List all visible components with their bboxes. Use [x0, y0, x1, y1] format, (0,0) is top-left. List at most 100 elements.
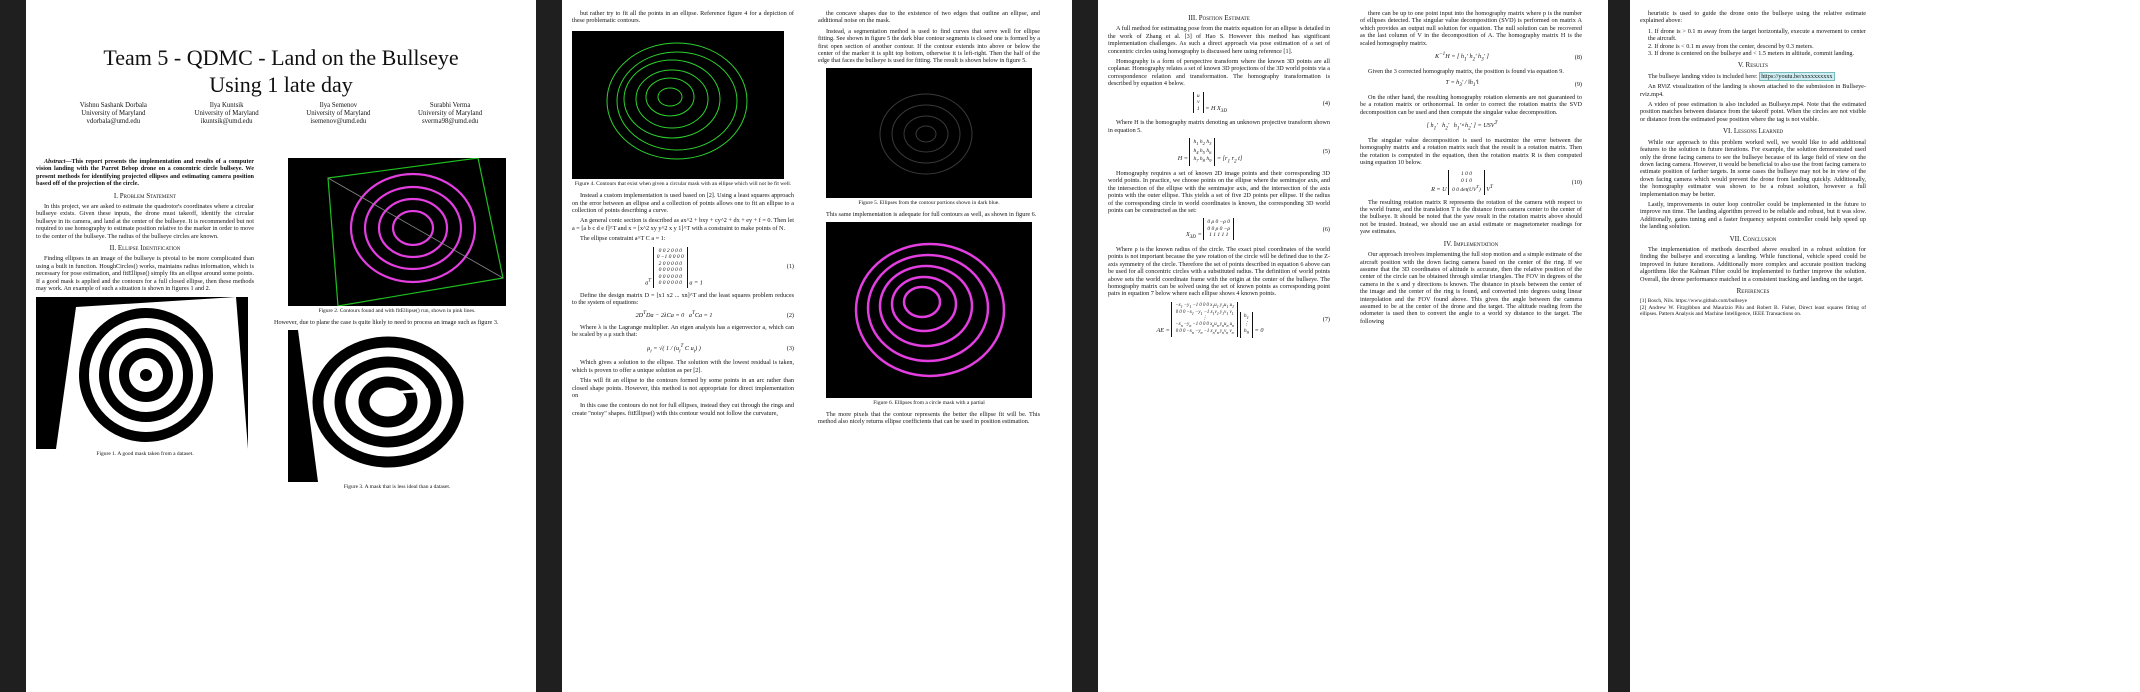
equation-number: (1)	[786, 263, 794, 271]
page-2-left-column: but rather try to fit all the points in …	[572, 10, 794, 420]
author-email: ikuntsik@umd.edu	[200, 118, 253, 125]
paragraph: Homography is a form of perspective tran…	[1108, 58, 1330, 88]
page-4: heuristic is used to guide the drone ont…	[1630, 0, 2140, 692]
figure-6-ellipse-image	[826, 221, 1032, 398]
section-heading: IV. Implementation	[1443, 239, 1499, 248]
equation-7: AE = −x1 −y1 −1 0 0 0 x1u1 y1u1 u1 0 0 0 …	[1108, 301, 1330, 338]
abstract: Abstract—This report presents the implem…	[36, 158, 254, 188]
paragraph: On the other hand, the resulting homogra…	[1360, 93, 1582, 116]
author-list: Vishnu Sashank Dorbala University of Mary…	[56, 102, 506, 126]
equation-number: (2)	[786, 311, 794, 319]
paragraph: there can be up to one point input into …	[1360, 10, 1582, 47]
equation-8: K−1H = [ h1' h2' h3' ] (8)	[1435, 51, 1582, 63]
paragraph: Which gives a solution to the ellipse. T…	[572, 359, 794, 374]
paragraph: Instead a custom implementation is used …	[572, 192, 794, 215]
paragraph: The singular value decomposition is used…	[1360, 136, 1582, 166]
paragraph: The ellipse constraint a^T C a = 1:	[580, 235, 666, 243]
figure-4-contour-image	[572, 30, 784, 179]
paragraph: The bullseye landing video is included h…	[1640, 71, 1866, 81]
page-1: Team 5 - QDMC - Land on the Bullseye Usi…	[26, 0, 536, 692]
paragraph: A video of pose estimation is also inclu…	[1640, 101, 1866, 123]
title-line-2: Using 1 late day	[209, 72, 353, 97]
equation-9: T = h3' / ‖h1'‖ (9)	[1445, 79, 1582, 89]
figure-4-caption: Figure 4. Contours that exist when given…	[574, 180, 792, 187]
paragraph: This will fit an ellipse to the contours…	[572, 377, 794, 400]
section-heading: V. Results	[1737, 61, 1769, 70]
figure-1-caption: Figure 1. A good mask taken from a datas…	[96, 450, 194, 457]
reference-list: [1] Bosch, Nils. https://www.github.com/…	[1640, 298, 1866, 317]
page-1-left-column: Abstract—This report presents the implem…	[36, 158, 254, 462]
equation-number: (6)	[1322, 226, 1330, 234]
section-heading: II. Ellipse Identification	[109, 244, 181, 253]
paragraph: Lastly, improvements in outer loop contr…	[1640, 200, 1866, 231]
equation-svd: [ h1' h2' h1'×h2' ] = USVT	[1426, 120, 1498, 132]
list-item: 1. If drone is > 0.1 m away from the tar…	[1648, 27, 1866, 43]
paragraph: the concave shapes due to the existence …	[818, 10, 1040, 25]
author-affiliation: University of Maryland	[306, 110, 371, 117]
author-block: Vishnu Sashank Dorbala University of Mary…	[80, 102, 147, 126]
paragraph: This same implementation is adequate for…	[826, 211, 1037, 219]
video-link[interactable]: https://youtu.be/xxxxxxxxxx	[1759, 71, 1835, 81]
paragraph: A full method for estimating pose from t…	[1108, 25, 1330, 55]
page-4-left-column: heuristic is used to guide the drone ont…	[1640, 10, 1866, 318]
figure-1	[36, 296, 248, 449]
abstract-label: Abstract	[44, 158, 66, 165]
equation-5: H = h1 h2 h3 h4 h5 h6 h7 h8 h9 = [r1 r2 t]…	[1177, 138, 1330, 166]
author-email: sverma98@umd.edu	[421, 118, 479, 125]
paragraph: but rather try to fit all the points in …	[572, 10, 794, 25]
section-heading: VII. Conclusion	[1729, 234, 1777, 243]
section-heading: I. Problem Statement	[113, 191, 177, 200]
paragraph: heuristic is used to guide the drone ont…	[1640, 10, 1866, 25]
figure-3-caption: Figure 3. A mask that is less ideal than…	[343, 483, 451, 490]
paragraph: Homography requires a set of known 2D im…	[1108, 169, 1330, 214]
author-name: Vishnu Sashank Dorbala	[79, 102, 147, 109]
paragraph: While our approach to this problem worke…	[1640, 138, 1866, 198]
equation-number: (7)	[1322, 315, 1330, 323]
section-heading: III. Position Estimate	[1188, 14, 1250, 22]
figure-5-ellipse-image	[826, 67, 1032, 198]
page-3: III. Position Estimate A full method for…	[1098, 0, 1608, 692]
paragraph: Finding ellipses in an image of the bull…	[36, 255, 254, 293]
paragraph: Define the design matrix D = [x1 x2 ... …	[572, 291, 794, 307]
list-item: 2. If drone is < 0.1 m away from the cen…	[1648, 42, 1814, 50]
paragraph: Our approach involves implementing the f…	[1360, 251, 1582, 325]
page-1-right-column: Figure 2. Contours found and with fitEll…	[266, 158, 528, 495]
figure-4	[572, 30, 784, 179]
list-item: 3. If drone is centered on the bullseye …	[1648, 50, 1855, 58]
section-heading: References	[1736, 287, 1770, 295]
figure-3-mask-image	[288, 329, 506, 482]
figure-5-caption: Figure 5. Ellipses from the contour port…	[858, 199, 1000, 206]
equation-number: (5)	[1322, 148, 1330, 156]
figure-1-mask-image	[36, 296, 248, 449]
author-block: Ilya Kuntsik University of Maryland ikunts…	[195, 102, 259, 126]
author-email: isemenov@umd.edu	[310, 118, 367, 125]
author-name: Ilya Kuntsik	[209, 102, 244, 109]
paragraph: An general conic section is described as…	[572, 217, 794, 232]
paper-title: Team 5 - QDMC - Land on the Bullseye Usi…	[86, 44, 476, 98]
paragraph-text: The bullseye landing video is included h…	[1648, 72, 1758, 80]
author-block: Ilya Semenov University of Maryland isemen…	[306, 102, 370, 126]
author-name: Ilya Semenov	[319, 102, 358, 109]
figure-3	[288, 329, 506, 482]
paragraph: Given the 3 corrected homography matrix,…	[1368, 67, 1564, 75]
heuristic-list: 1. If drone is > 0.1 m away from the tar…	[1640, 28, 1866, 58]
author-affiliation: University of Maryland	[81, 110, 146, 117]
paragraph: Where H is the homography matrix denotin…	[1108, 119, 1330, 134]
author-affiliation: University of Maryland	[418, 110, 483, 117]
author-block: Surabhi Verma University of Maryland sverm…	[418, 102, 482, 126]
paragraph-text: but rather try to fit all the points in …	[572, 10, 794, 25]
figure-2-contour-image	[288, 158, 506, 306]
equation-number: (4)	[1322, 99, 1330, 107]
paragraph: In this case the contours do not for ful…	[572, 402, 794, 417]
abstract-text: This report presents the implementation …	[36, 158, 254, 188]
equation-number: (8)	[1574, 53, 1582, 61]
equation-2: 2DTDa − 2λCa = 0 aTCa = 1 (2)	[635, 310, 794, 320]
title-line-1: Team 5 - QDMC - Land on the Bullseye	[103, 45, 459, 70]
author-name: Surabhi Verma	[429, 102, 471, 109]
paragraph: Where ρ is the known radius of the circl…	[1108, 246, 1330, 298]
figure-6-caption: Figure 6. Ellipses from a circle mask wi…	[873, 399, 985, 406]
equation-3: μi = √( 1 / (uiT C ui) ) (3)	[647, 342, 794, 355]
